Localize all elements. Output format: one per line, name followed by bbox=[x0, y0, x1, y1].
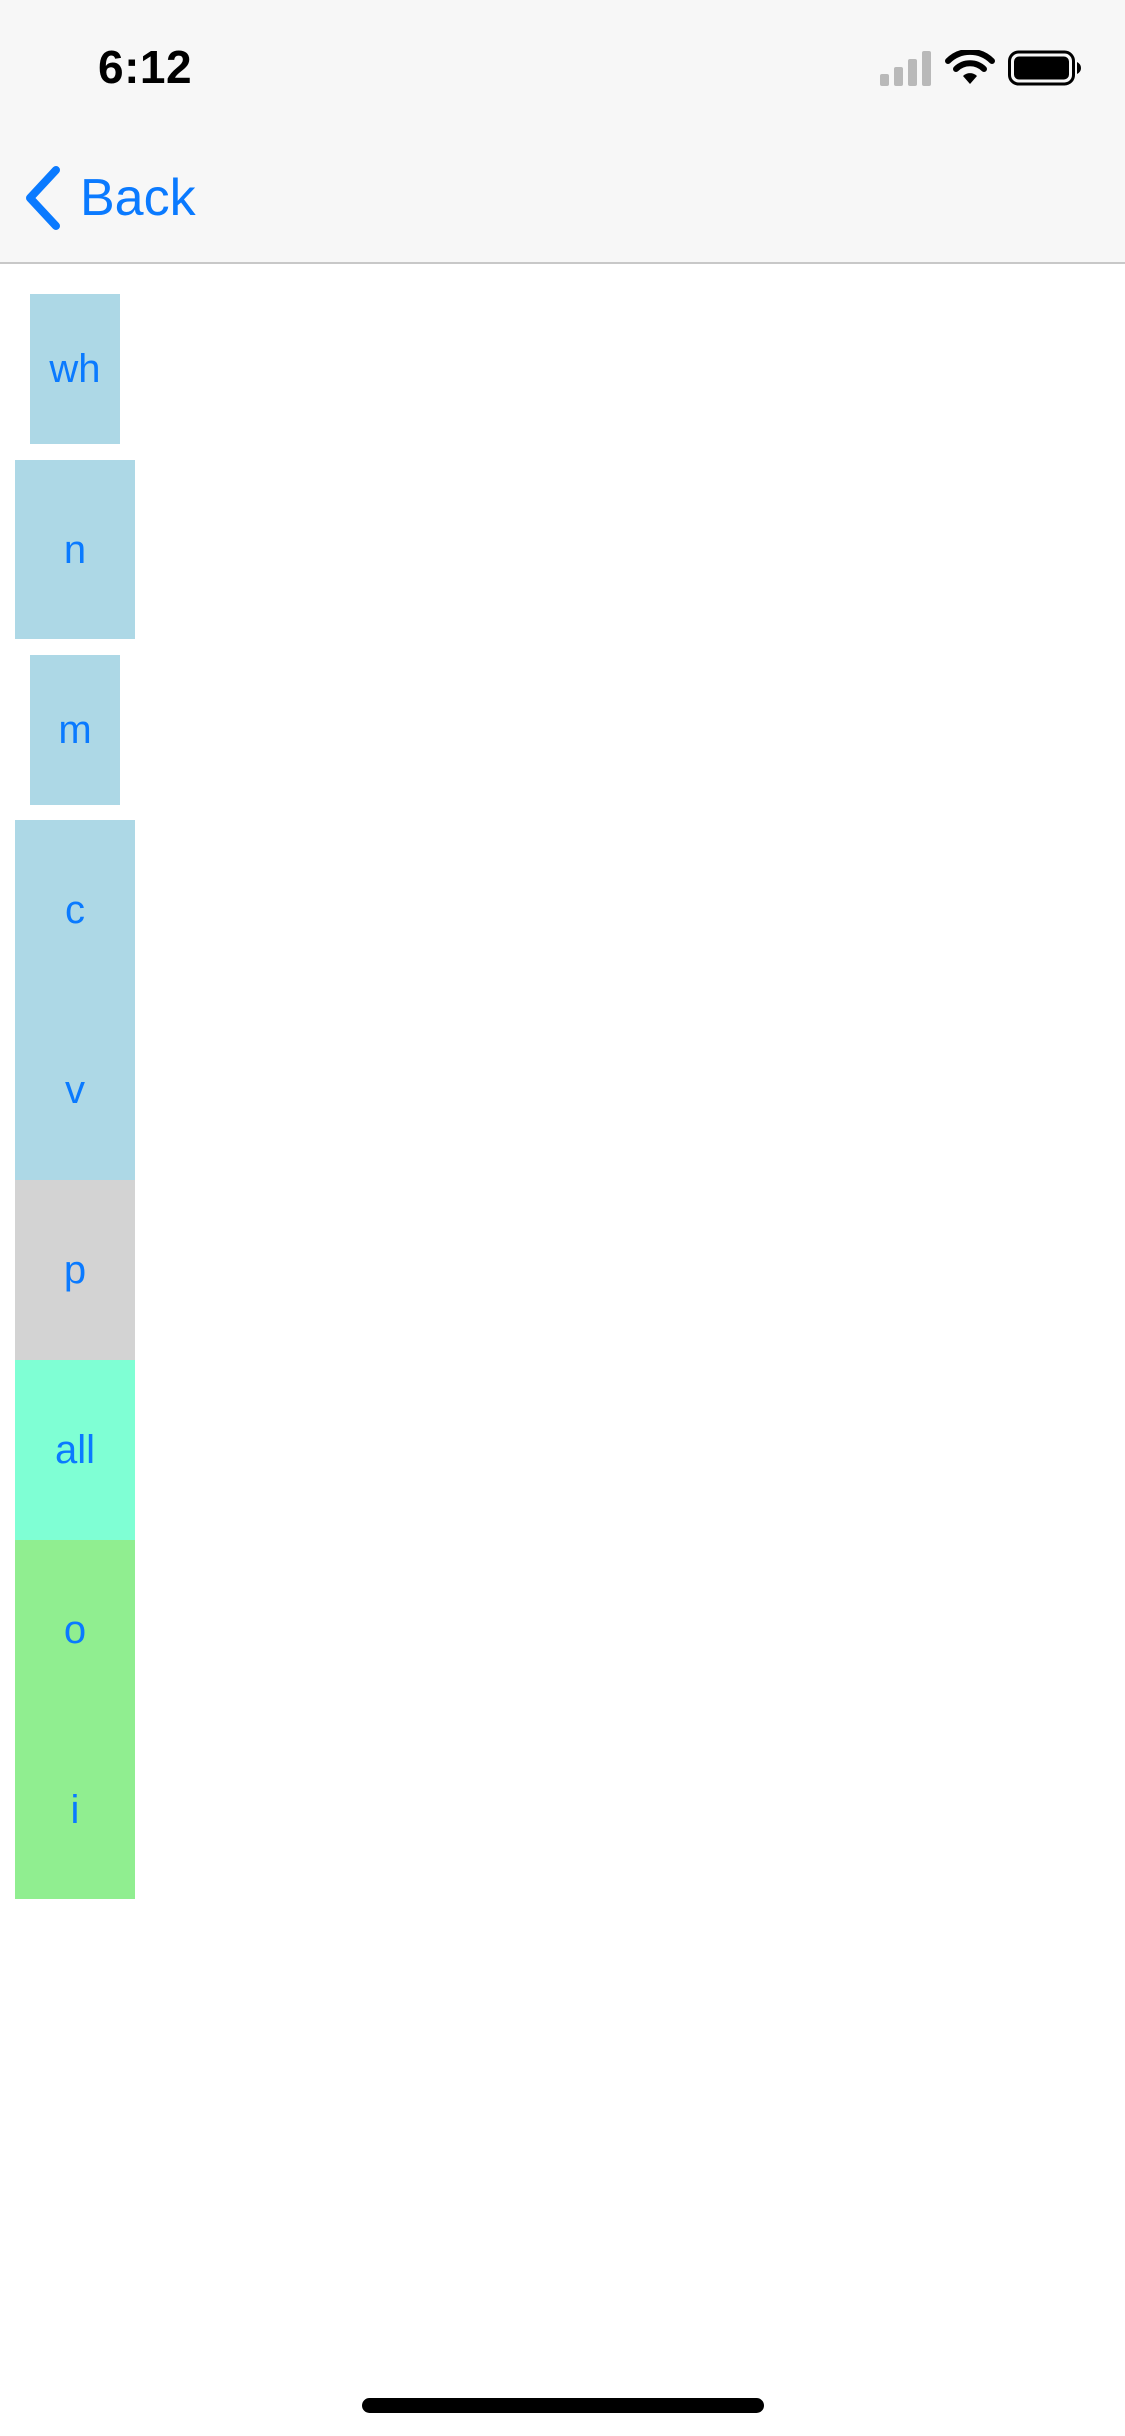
chevron-left-icon bbox=[26, 166, 60, 230]
chip-i[interactable]: i bbox=[15, 1720, 135, 1899]
back-label: Back bbox=[80, 169, 196, 227]
chip-p[interactable]: p bbox=[15, 1180, 135, 1360]
chip-c[interactable]: c bbox=[15, 820, 135, 1000]
navigation-bar: 6:12 Back bbox=[0, 0, 1125, 264]
chip-label: i bbox=[70, 1787, 80, 1832]
chip-o[interactable]: o bbox=[15, 1540, 135, 1720]
chip-all[interactable]: all bbox=[15, 1360, 135, 1540]
chip-n[interactable]: n bbox=[15, 460, 135, 639]
wifi-icon bbox=[945, 50, 995, 84]
home-indicator[interactable] bbox=[362, 2398, 764, 2413]
back-button[interactable]: Back bbox=[22, 160, 196, 236]
chip-label: p bbox=[63, 1248, 87, 1292]
chip-label: n bbox=[63, 527, 87, 572]
chip-label: o bbox=[63, 1608, 87, 1652]
chip-m[interactable]: m bbox=[30, 655, 120, 805]
chip-label: v bbox=[65, 1068, 85, 1112]
status-time: 6:12 bbox=[98, 41, 193, 93]
battery-icon bbox=[1008, 50, 1081, 86]
chip-label: m bbox=[58, 708, 92, 752]
chip-v[interactable]: v bbox=[15, 1000, 135, 1180]
chip-wh[interactable]: wh bbox=[30, 294, 120, 444]
cellular-signal-icon bbox=[880, 51, 931, 86]
chip-label: all bbox=[54, 1428, 96, 1472]
chip-label: wh bbox=[49, 347, 101, 391]
chip-label: c bbox=[65, 888, 85, 932]
